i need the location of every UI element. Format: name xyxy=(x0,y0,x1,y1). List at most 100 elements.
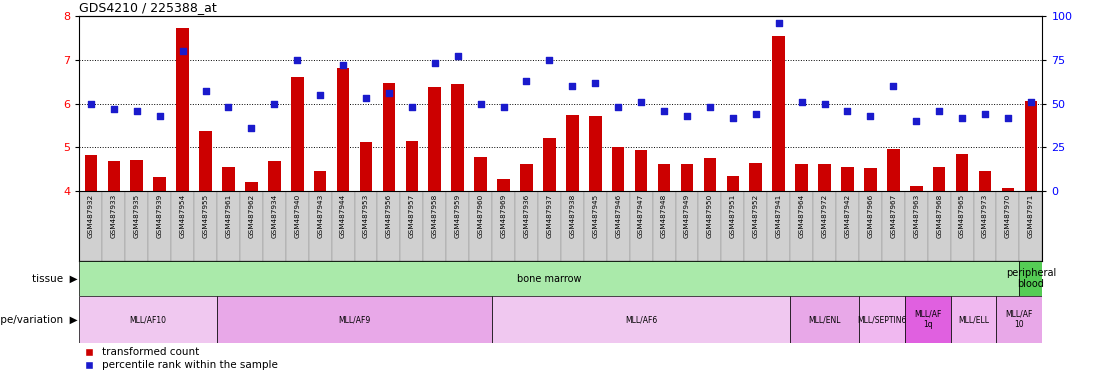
Bar xyxy=(126,191,148,261)
Bar xyxy=(268,161,280,191)
Point xyxy=(449,53,467,60)
Text: GSM487969: GSM487969 xyxy=(501,193,506,238)
Text: tissue  ▶: tissue ▶ xyxy=(32,274,77,284)
Bar xyxy=(727,176,739,191)
Point xyxy=(517,78,535,84)
Bar xyxy=(1019,261,1042,296)
Point xyxy=(472,101,490,107)
Point xyxy=(908,118,925,124)
Point xyxy=(381,90,398,96)
Bar xyxy=(286,191,309,261)
Point xyxy=(82,101,99,107)
Bar xyxy=(103,191,126,261)
Text: GSM487963: GSM487963 xyxy=(913,193,919,238)
Bar xyxy=(492,296,790,343)
Point xyxy=(403,104,420,110)
Bar xyxy=(607,191,630,261)
Point xyxy=(174,48,192,54)
Point xyxy=(953,114,971,121)
Point xyxy=(678,113,696,119)
Bar xyxy=(1002,188,1015,191)
Bar xyxy=(790,191,813,261)
Text: GSM487945: GSM487945 xyxy=(592,193,598,238)
Point xyxy=(632,99,650,105)
Legend: transformed count, percentile rank within the sample: transformed count, percentile rank withi… xyxy=(79,343,282,375)
Text: GSM487944: GSM487944 xyxy=(340,193,346,238)
Bar xyxy=(194,191,217,261)
Bar xyxy=(859,296,904,343)
Point xyxy=(655,108,673,114)
Bar xyxy=(474,157,486,191)
Bar xyxy=(904,191,928,261)
Text: GSM487952: GSM487952 xyxy=(752,193,759,238)
Bar xyxy=(424,191,447,261)
Text: MLL/SEPTIN6: MLL/SEPTIN6 xyxy=(857,315,907,324)
Text: GSM487958: GSM487958 xyxy=(431,193,438,238)
Text: GSM487957: GSM487957 xyxy=(409,193,415,238)
Text: GSM487964: GSM487964 xyxy=(799,193,804,238)
Bar xyxy=(704,158,716,191)
Bar xyxy=(451,84,464,191)
Bar xyxy=(1019,191,1042,261)
Text: GSM487965: GSM487965 xyxy=(960,193,965,238)
Bar xyxy=(492,191,515,261)
Bar xyxy=(768,191,790,261)
Bar xyxy=(681,164,694,191)
Text: GSM487961: GSM487961 xyxy=(225,193,232,238)
Bar xyxy=(583,191,607,261)
Bar xyxy=(171,191,194,261)
Bar xyxy=(543,138,556,191)
Bar xyxy=(1025,101,1037,191)
Bar xyxy=(630,191,653,261)
Bar xyxy=(360,142,373,191)
Bar xyxy=(538,191,560,261)
Text: MLL/AF10: MLL/AF10 xyxy=(130,315,167,324)
Bar xyxy=(153,177,165,191)
Text: GSM487955: GSM487955 xyxy=(203,193,208,238)
Bar xyxy=(904,296,951,343)
Text: GSM487956: GSM487956 xyxy=(386,193,392,238)
Bar xyxy=(721,191,745,261)
Bar xyxy=(790,296,859,343)
Bar xyxy=(336,68,350,191)
Text: GSM487947: GSM487947 xyxy=(639,193,644,238)
Bar xyxy=(566,114,579,191)
Text: GSM487934: GSM487934 xyxy=(271,193,277,238)
Text: GSM487942: GSM487942 xyxy=(845,193,850,238)
Bar xyxy=(882,191,904,261)
Bar xyxy=(176,28,189,191)
Point xyxy=(564,83,581,89)
Text: GSM487940: GSM487940 xyxy=(295,193,300,238)
Bar xyxy=(657,164,671,191)
Point xyxy=(587,79,604,86)
Point xyxy=(793,99,811,105)
Bar xyxy=(515,191,538,261)
Point xyxy=(1022,99,1040,105)
Point xyxy=(930,108,947,114)
Bar xyxy=(951,191,974,261)
Point xyxy=(976,111,994,117)
Bar xyxy=(263,191,286,261)
Text: bone marrow: bone marrow xyxy=(517,274,581,284)
Bar xyxy=(85,155,97,191)
Bar xyxy=(314,170,326,191)
Bar xyxy=(813,191,836,261)
Point xyxy=(885,83,902,89)
Bar xyxy=(887,149,900,191)
Bar xyxy=(79,296,217,343)
Text: MLL/ENL: MLL/ENL xyxy=(808,315,840,324)
Bar xyxy=(130,160,143,191)
Bar xyxy=(332,191,354,261)
Text: GSM487936: GSM487936 xyxy=(524,193,529,238)
Point xyxy=(128,108,146,114)
Bar xyxy=(635,151,647,191)
Text: GSM487939: GSM487939 xyxy=(157,193,162,238)
Point xyxy=(861,113,879,119)
Bar xyxy=(79,191,103,261)
Point xyxy=(702,104,719,110)
Text: GSM487959: GSM487959 xyxy=(454,193,461,238)
Text: GSM487935: GSM487935 xyxy=(133,193,140,238)
Text: GSM487960: GSM487960 xyxy=(478,193,483,238)
Bar xyxy=(795,164,807,191)
Bar xyxy=(521,164,533,191)
